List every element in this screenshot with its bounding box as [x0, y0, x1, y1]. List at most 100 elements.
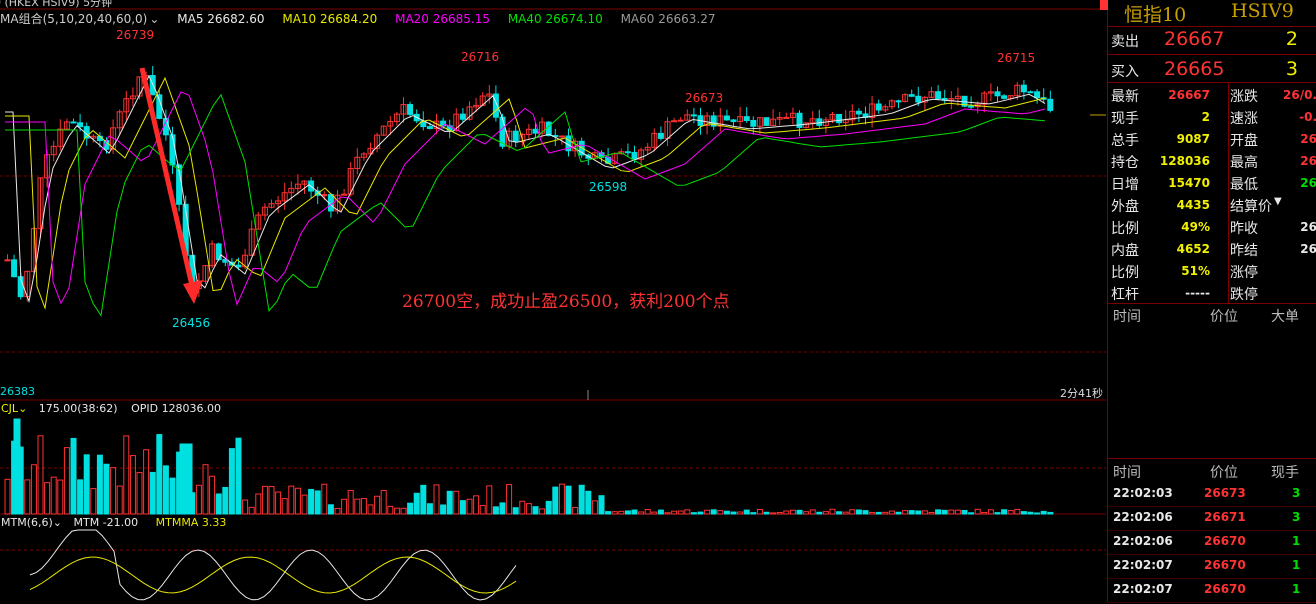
- volume-bar: [37, 435, 44, 515]
- volume-bar: [763, 511, 770, 515]
- mtm-value: MTM -21.00: [73, 516, 139, 529]
- quote-row: 总手 9087 开盘 26: [1108, 128, 1316, 150]
- candle-body: [829, 113, 836, 121]
- volume-bar: [44, 482, 51, 515]
- candle-body: [380, 125, 387, 136]
- sell-qty: 2: [1285, 28, 1298, 50]
- symbol-line: 0 (HKEX HSIV9) 5分钟: [0, 0, 113, 9]
- candle-body: [770, 118, 777, 126]
- quote-row: 日增 15470 最低 26: [1108, 172, 1316, 194]
- trade-annotation: 26700空，成功止盈26500，获利200个点: [402, 292, 730, 312]
- volume-bar: [288, 485, 295, 515]
- ma-combo-selector[interactable]: MA组合(5,10,20,40,60,0): [0, 12, 148, 26]
- quote-label: 比例: [1111, 221, 1139, 237]
- tick-header: 时间 价位 大单: [1108, 306, 1316, 326]
- mtm-indicator-selector[interactable]: MTM(6,6): [1, 516, 53, 529]
- candle-body: [677, 119, 684, 122]
- candle-body: [519, 133, 526, 143]
- quote-row: 最新 26667 涨跌 26/0.: [1108, 84, 1316, 106]
- tick-header-time: 时间: [1113, 309, 1141, 325]
- volume-bar: [875, 511, 882, 515]
- volume-bar: [129, 455, 136, 515]
- trade-qty: 1: [1292, 582, 1301, 596]
- candle-body: [796, 112, 803, 128]
- volume-bar: [380, 489, 387, 515]
- volume-bar: [605, 511, 612, 515]
- chevron-down-icon[interactable]: ⌄: [18, 402, 28, 415]
- candle-body: [57, 128, 64, 147]
- quote-label: 最低: [1230, 177, 1258, 193]
- candle-body: [855, 110, 862, 115]
- volume-bar: [585, 490, 592, 515]
- mtm-legend: MTM(6,6)⌄ MTM -21.00 MTMMA 3.33: [1, 516, 226, 529]
- volume-bar: [341, 498, 348, 515]
- volume-bar: [842, 511, 849, 515]
- candle-body: [301, 180, 308, 185]
- volume-bar: [743, 509, 750, 515]
- quote-label: 最高: [1230, 155, 1258, 171]
- candle-body: [426, 126, 433, 130]
- trade-row[interactable]: 22:02:07 26670 1: [1108, 580, 1316, 604]
- trade-row[interactable]: 22:02:07 26670 1: [1108, 556, 1316, 580]
- volume-bar: [4, 478, 11, 515]
- chevron-down-icon[interactable]: ⌄: [52, 516, 62, 529]
- volume-bar: [928, 512, 935, 515]
- quote-label: 结算价: [1230, 199, 1272, 215]
- trade-row[interactable]: 22:02:03 26673 3: [1108, 484, 1316, 508]
- volume-bar: [1034, 512, 1041, 515]
- quote-row: 持仓 128036 最高 26: [1108, 150, 1316, 172]
- volume-bar: [545, 500, 552, 515]
- candle-body: [717, 115, 724, 127]
- trade-row[interactable]: 22:02:06 26671 3: [1108, 508, 1316, 532]
- candle-body: [776, 117, 783, 120]
- candle-body: [360, 153, 367, 158]
- quote-label: 最新: [1111, 89, 1139, 105]
- volume-bar: [202, 464, 209, 515]
- volume-bar: [301, 494, 308, 515]
- ma20-line: [5, 91, 1046, 307]
- volume-indicator-selector[interactable]: CJL: [1, 402, 19, 415]
- trade-row[interactable]: 22:02:06 26670 1: [1108, 532, 1316, 556]
- candle-body: [644, 146, 651, 151]
- quote-row: 外盘 4435 结算价: [1108, 194, 1316, 216]
- candle-body: [1027, 91, 1034, 94]
- quote-value: 26667: [1168, 88, 1210, 102]
- chart-area[interactable]: 0 (HKEX HSIV9) 5分钟 MA组合(5,10,20,40,60,0)…: [0, 0, 1106, 602]
- candle-body: [849, 110, 856, 121]
- quote-title: 恒指10 HSIV9: [1108, 0, 1316, 26]
- volume-bar: [143, 449, 150, 515]
- volume-bar: [242, 499, 249, 515]
- volume-bar: [248, 506, 255, 515]
- volume-bar: [387, 505, 394, 515]
- candle-body: [935, 91, 942, 99]
- candle-body: [11, 259, 18, 278]
- quote-value: 128036: [1159, 154, 1210, 168]
- countdown-timer: 2分41秒: [1060, 387, 1103, 400]
- candle-body: [473, 104, 480, 108]
- quote-value: 26: [1300, 154, 1316, 168]
- volume-bar: [281, 498, 288, 515]
- ask-row: 卖出 26667 2: [1108, 28, 1316, 50]
- trade-time: 22:02:06: [1113, 534, 1173, 548]
- chevron-down-icon[interactable]: ▼: [1274, 196, 1282, 207]
- candle-body: [730, 119, 737, 123]
- ma5-line: [5, 74, 1046, 304]
- volume-bar: [275, 491, 282, 515]
- volume-bar: [935, 509, 942, 515]
- volume-bar: [981, 511, 988, 515]
- candle-body: [981, 92, 988, 105]
- volume-bar: [149, 471, 156, 515]
- candle-body: [657, 132, 664, 139]
- volume-bar: [185, 443, 193, 515]
- panel-marker: [1100, 0, 1108, 10]
- volume-bar: [591, 500, 598, 515]
- candle-body: [539, 121, 546, 134]
- candlestick-chart[interactable]: [0, 0, 1106, 602]
- candle-body: [400, 104, 407, 115]
- quote-label: 日增: [1111, 177, 1139, 193]
- volume-bar: [770, 512, 777, 515]
- volume-bar: [235, 437, 242, 515]
- volume-bar: [103, 463, 110, 515]
- volume-bar: [123, 435, 130, 515]
- chevron-down-icon[interactable]: ⌄: [149, 12, 160, 26]
